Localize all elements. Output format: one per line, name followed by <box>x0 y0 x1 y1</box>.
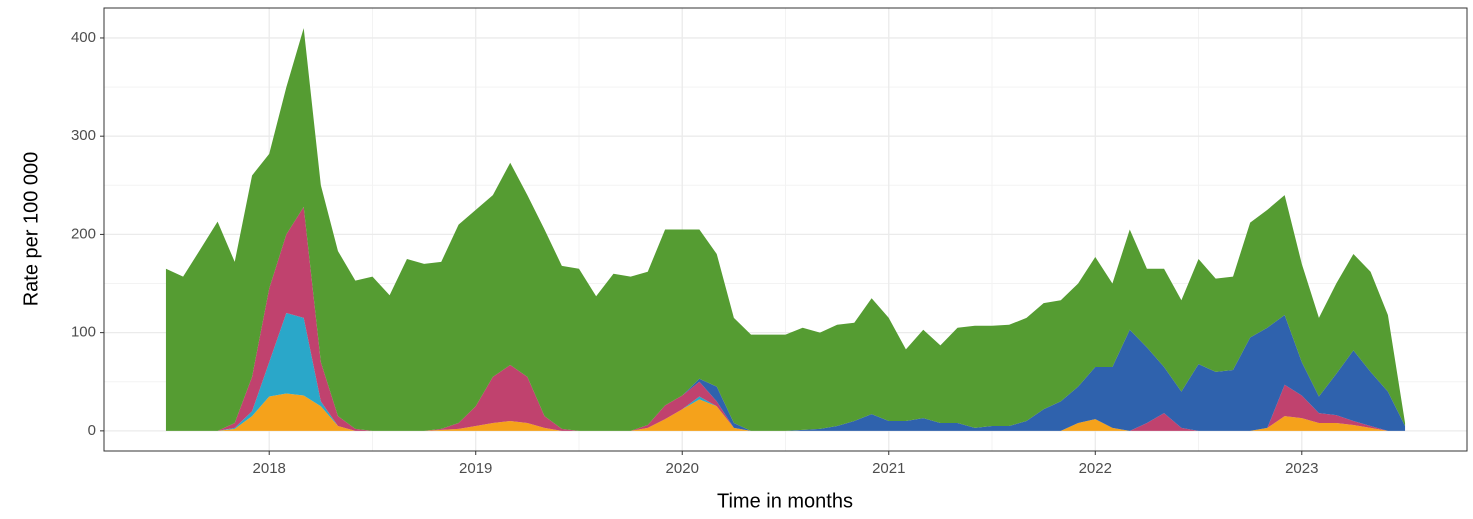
x-tick-label: 2020 <box>666 460 699 477</box>
y-tick-label: 200 <box>71 225 96 242</box>
x-tick-label: 2019 <box>459 460 492 477</box>
area <box>165 312 1406 431</box>
y-tick-label: 300 <box>71 127 96 144</box>
y-tick-label: 0 <box>88 422 96 439</box>
area <box>165 206 1406 431</box>
y-tick-label: 400 <box>71 29 96 46</box>
area <box>165 28 1406 431</box>
x-tick-label: 2021 <box>872 460 905 477</box>
x-tick-label: 2018 <box>253 460 286 477</box>
x-tick-label: 2022 <box>1079 460 1112 477</box>
y-axis-title: Rate per 100 000 <box>20 152 42 307</box>
y-tick-label: 100 <box>71 324 96 341</box>
panel-border <box>103 7 1468 452</box>
x-tick-label: 2023 <box>1285 460 1318 477</box>
axes: 0 100 200 300 400 2018 2019 2020 2021 2022 2023 <box>71 29 1319 477</box>
area <box>165 206 1406 431</box>
area <box>165 393 1406 431</box>
areas <box>165 28 1406 431</box>
x-axis-title: Time in months <box>717 490 853 512</box>
